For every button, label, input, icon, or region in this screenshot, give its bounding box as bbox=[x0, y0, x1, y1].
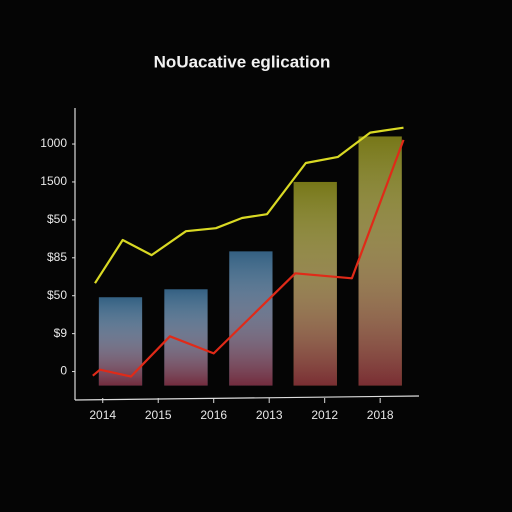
line-series bbox=[92, 139, 405, 378]
bar-shade bbox=[293, 181, 337, 386]
x-tick-label: 2018 bbox=[367, 408, 394, 422]
y-tick-label: $85 bbox=[47, 250, 67, 264]
x-axis bbox=[74, 395, 420, 401]
bar-shade bbox=[358, 136, 402, 386]
x-tick-label: 2016 bbox=[200, 408, 227, 422]
y-tick-label: 1000 bbox=[40, 136, 67, 150]
y-tick-label: $50 bbox=[47, 288, 67, 302]
bar-shade bbox=[229, 251, 273, 386]
chart-title: NoUacative eglication bbox=[154, 52, 331, 71]
x-tick-label: 2014 bbox=[89, 408, 116, 422]
y-tick-label: 0 bbox=[60, 364, 67, 378]
x-tick-label: 2013 bbox=[256, 408, 283, 422]
x-tick-label: 2015 bbox=[145, 408, 172, 422]
x-tick-label: 2012 bbox=[311, 408, 338, 422]
line-series bbox=[94, 126, 404, 284]
y-tick-label: $50 bbox=[47, 212, 67, 226]
y-tick-label: $9 bbox=[54, 326, 68, 340]
y-tick-label: 1500 bbox=[40, 174, 67, 188]
